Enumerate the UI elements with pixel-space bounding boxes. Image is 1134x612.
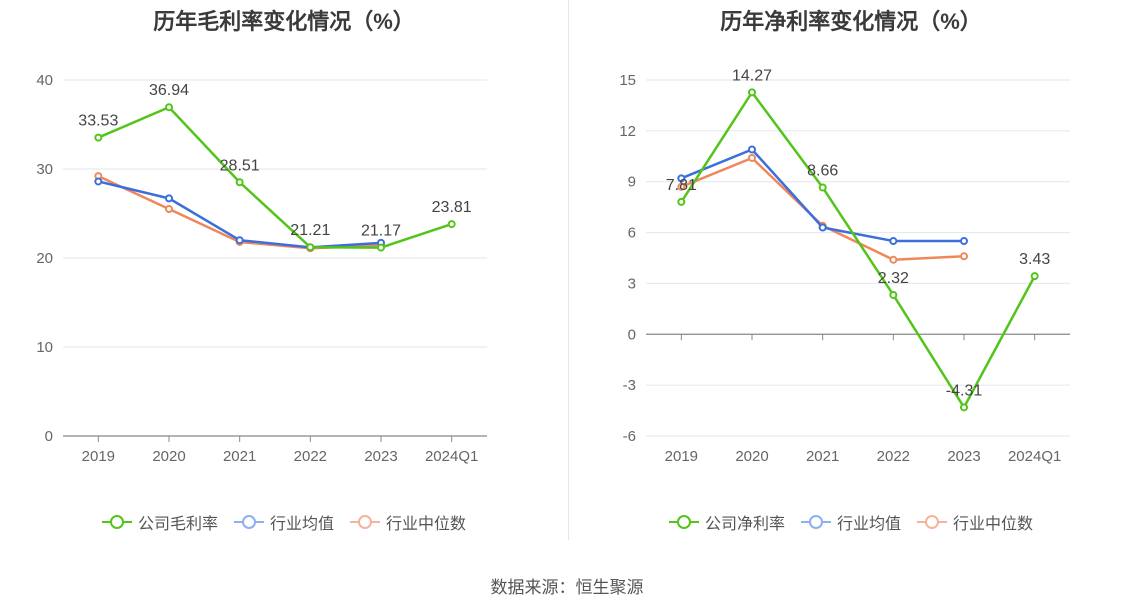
data-point	[677, 174, 686, 183]
y-tick-label: 20	[36, 250, 53, 267]
legend-swatch-icon	[668, 515, 699, 529]
chart-legend: 公司净利率 行业均值 行业中位数	[568, 510, 1134, 534]
data-point	[1030, 272, 1039, 281]
data-point	[94, 133, 103, 142]
data-label: 21.17	[361, 223, 401, 240]
x-tick-label: 2020	[152, 448, 185, 465]
x-tick-label: 2024Q1	[1008, 448, 1061, 465]
x-tick-label: 2022	[294, 448, 327, 465]
series-line	[680, 91, 1036, 409]
data-point	[165, 194, 173, 203]
legend-label: 行业均值	[836, 516, 901, 533]
data-source-note: 数据来源：恒生聚源	[490, 578, 644, 597]
data-point	[94, 177, 103, 186]
y-tick-label: 40	[36, 72, 53, 89]
data-label: 3.43	[1019, 251, 1050, 268]
legend-label: 行业中位数	[953, 516, 1034, 533]
x-tick-label: 2023	[947, 448, 980, 465]
panel-divider	[568, 0, 569, 540]
legend-swatch-icon	[800, 515, 831, 529]
legend-label: 行业中位数	[386, 516, 467, 533]
legend-label: 公司净利率	[704, 516, 785, 533]
y-tick-label: 12	[619, 123, 636, 140]
y-tick-label: 3	[628, 275, 636, 292]
legend-label: 行业均值	[269, 516, 334, 533]
y-tick-label: -6	[623, 428, 636, 445]
gross-margin-chart: 历年毛利率变化情况（%） 0 10 20 30 40 2019 2020 2021 2022 20…	[0, 0, 568, 560]
net-margin-chart: 历年净利率变化情况（%） -6 -3 0 3 6 9 12 15 2019 2020 2021 202…	[568, 0, 1134, 560]
data-point	[960, 403, 968, 412]
x-tick-label: 2019	[665, 448, 698, 465]
y-tick-label: 6	[628, 225, 636, 242]
legend-item-company[interactable]: 公司毛利率	[101, 510, 218, 534]
legend-swatch-icon	[350, 515, 380, 529]
y-tick-label: 30	[36, 161, 53, 178]
x-tick-label: 2024Q1	[425, 448, 478, 465]
legend-swatch-icon	[233, 515, 264, 529]
x-tick-label: 2021	[223, 448, 256, 465]
legend-item-industry-avg[interactable]: 行业均值	[233, 510, 334, 534]
data-point	[960, 237, 968, 246]
data-point	[889, 255, 898, 264]
data-label: 23.81	[432, 199, 472, 216]
legend-swatch-icon	[101, 515, 132, 529]
data-label: 8.66	[807, 162, 838, 179]
data-point	[889, 237, 898, 246]
data-point	[748, 153, 756, 162]
data-point	[960, 252, 968, 261]
legend-item-industry-avg[interactable]: 行业均值	[800, 510, 901, 534]
chart-legend: 公司毛利率 行业均值 行业中位数	[0, 510, 568, 534]
data-point	[235, 236, 244, 245]
data-point	[748, 88, 756, 97]
legend-item-industry-median[interactable]: 行业中位数	[917, 510, 1033, 534]
series-line	[97, 105, 453, 249]
data-point	[818, 223, 827, 232]
data-point	[165, 103, 173, 112]
x-tick-label: 2023	[364, 448, 397, 465]
data-point	[677, 197, 686, 206]
data-label: -4.31	[946, 382, 983, 399]
net-margin-plot: -6 -3 0 3 6 9 12 15 2019 2020 2021 2022 2023 2024Q1 7.…	[619, 67, 1070, 465]
data-point	[447, 220, 456, 229]
data-label: 7.81	[666, 177, 697, 194]
legend-item-industry-median[interactable]: 行业中位数	[350, 510, 466, 534]
data-label: 28.51	[220, 157, 260, 174]
data-point	[748, 145, 756, 154]
data-label: 2.32	[878, 270, 909, 287]
data-label: 14.27	[732, 67, 772, 84]
y-tick-label: 0	[628, 326, 636, 343]
data-point	[889, 290, 898, 299]
data-label: 33.53	[78, 113, 118, 130]
legend-item-company[interactable]: 公司净利率	[668, 510, 785, 534]
data-point	[818, 183, 827, 192]
legend-label: 公司毛利率	[137, 516, 218, 533]
data-point	[165, 205, 173, 214]
x-tick-label: 2022	[877, 448, 910, 465]
x-tick-label: 2021	[806, 448, 839, 465]
data-label: 36.94	[149, 82, 189, 99]
data-point	[677, 182, 686, 191]
chart-title: 历年净利率变化情况（%）	[720, 9, 982, 34]
y-tick-label: 15	[619, 72, 636, 89]
legend-swatch-icon	[917, 515, 947, 529]
data-label: 21.21	[290, 222, 330, 239]
data-point	[306, 243, 315, 252]
y-tick-label: 0	[45, 428, 53, 445]
x-tick-label: 2020	[735, 448, 768, 465]
gross-margin-plot: 0 10 20 30 40 2019 2020 2021 2022 2023 2024Q1 33.53…	[36, 72, 487, 465]
chart-title: 历年毛利率变化情况（%）	[153, 9, 415, 34]
y-tick-label: 9	[628, 174, 636, 191]
data-point	[235, 178, 244, 187]
y-tick-label: -3	[623, 377, 636, 394]
y-tick-label: 10	[36, 339, 53, 356]
data-point	[377, 243, 385, 252]
x-tick-label: 2019	[82, 448, 115, 465]
